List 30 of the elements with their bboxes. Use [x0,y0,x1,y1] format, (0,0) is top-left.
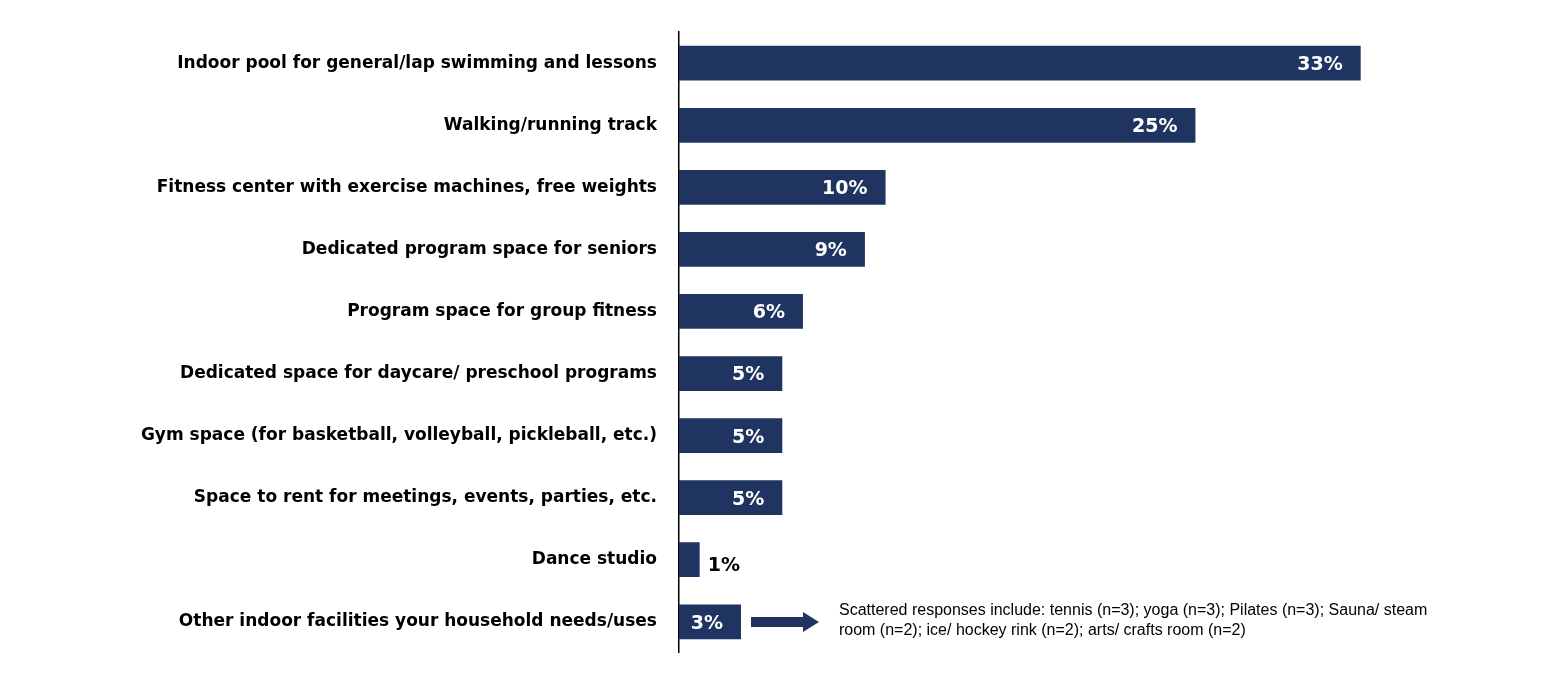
data-label: 3% [690,610,723,633]
bar [679,232,865,267]
y-tick-label: Walking/running track [443,113,658,134]
data-label: 10% [822,176,868,199]
bar [679,107,1196,143]
y-tick-label: Space to rent for meetings, events, parties, etc. [193,486,657,507]
bar [679,356,783,391]
data-label: 1% [707,552,740,575]
bar [679,169,886,205]
bar [679,480,783,516]
data-label: 33% [1297,52,1343,75]
y-tick-label: Fitness center with exercise machines, free weights [156,175,657,196]
data-label: 5% [732,486,765,509]
y-tick-label: Indoor pool for general/lap swimming and lessons [177,51,657,72]
bar [679,418,783,453]
y-tick-label: Dance studio [531,548,657,569]
data-label: 5% [732,362,765,385]
y-tick-label: Program space for group fitness [347,299,657,320]
data-label: 25% [1131,114,1178,137]
annotation: Scattered responses include: tennis (n=3); yoga (n=3); Pilates (n=3); Sauna/ steam room (n=2); ice/ hockey rink (n=2); arts/ crafts room (n=2) [838,599,1429,640]
y-tick-label: Gym space (for basketball, volleyball, pickleball, etc.) [140,424,657,445]
y-tick-label: Dedicated program space for seniors [301,237,657,258]
y-tick-label: Dedicated space for daycare/ preschool programs [180,361,657,382]
data-label: 6% [752,300,785,323]
bar [679,45,1361,81]
bar [679,294,803,329]
bar [679,542,700,578]
y-tick-label: Other indoor facilities your household needs/uses [178,610,657,631]
data-label: 5% [732,424,765,447]
data-label: 9% [814,238,847,261]
